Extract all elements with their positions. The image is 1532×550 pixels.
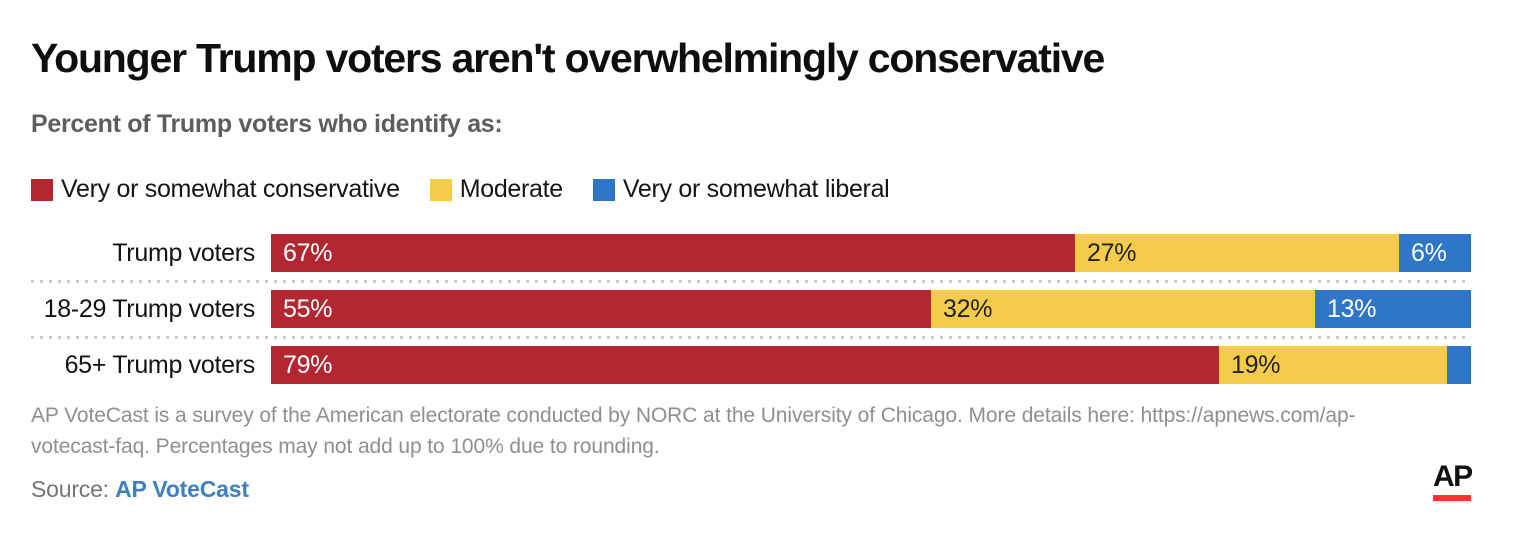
row-label: 18-29 Trump voters — [43, 294, 256, 323]
legend-item: Moderate — [429, 175, 564, 204]
bar-segment: 32% — [931, 290, 1315, 328]
chart-row: 18-29 Trump voters 55% 32% 13% — [31, 290, 1471, 328]
chart-row: 65+ Trump voters 79% 19% — [31, 346, 1471, 384]
methodology-note-line-1: AP VoteCast is a survey of the American … — [31, 404, 1356, 427]
legend-label: Moderate — [459, 175, 564, 203]
ap-logo: AP — [1433, 462, 1473, 501]
bar-value-label: 79% — [283, 350, 333, 379]
legend-swatch-icon — [31, 178, 53, 201]
bar-segment: 67% — [271, 234, 1075, 272]
ap-logo-text: AP — [1433, 460, 1473, 493]
stacked-bar: 67% 27% 6% — [271, 234, 1471, 272]
methodology-note-line-2: votecast-faq. Percentages may not add up… — [31, 435, 660, 458]
bar-value-label: 27% — [1087, 238, 1137, 267]
bar-segment — [1447, 346, 1471, 384]
legend-label: Very or somewhat conservative — [61, 175, 400, 203]
ap-logo-red-bar — [1433, 495, 1471, 501]
stacked-bar: 79% 19% — [271, 346, 1471, 384]
bar-segment: 13% — [1315, 290, 1471, 328]
bar-value-label: 32% — [943, 294, 993, 323]
source-link[interactable]: AP VoteCast — [115, 476, 249, 502]
legend-label: Very or somewhat liberal — [622, 175, 890, 203]
row-divider — [31, 280, 1471, 283]
bar-value-label: 13% — [1327, 294, 1377, 323]
chart-row: Trump voters 67% 27% 6% — [31, 234, 1471, 272]
bar-segment: 19% — [1219, 346, 1447, 384]
stacked-bar: 55% 32% 13% — [271, 290, 1471, 328]
bar-value-label: 6% — [1411, 238, 1447, 267]
legend-swatch-icon — [592, 178, 615, 201]
bar-value-label: 67% — [283, 238, 333, 267]
legend-item: Very or somewhat liberal — [592, 175, 890, 204]
bar-value-label: 19% — [1231, 350, 1281, 379]
row-label: 65+ Trump voters — [64, 350, 256, 379]
source-row: Source: AP VoteCast — [31, 476, 1501, 503]
bar-segment: 6% — [1399, 234, 1471, 272]
chart-subtitle: Percent of Trump voters who identify as: — [31, 110, 503, 138]
bar-segment: 55% — [271, 290, 931, 328]
source-label: Source: — [31, 476, 109, 502]
methodology-note: AP VoteCast is a survey of the American … — [31, 400, 1471, 462]
row-label: Trump voters — [112, 238, 255, 267]
row-divider — [31, 336, 1471, 339]
legend-item: Very or somewhat conservative — [31, 175, 400, 204]
bar-value-label: 55% — [283, 294, 333, 323]
chart-legend: Very or somewhat conservative Moderate Ver… — [31, 175, 1501, 204]
chart-title: Younger Trump voters aren't overwhelming… — [31, 35, 1105, 81]
legend-swatch-icon — [429, 178, 452, 201]
stacked-bar-chart: Trump voters 67% 27% 6% 18-29 Trump voters 55… — [31, 234, 1471, 384]
bar-segment: 27% — [1075, 234, 1399, 272]
bar-segment: 79% — [271, 346, 1219, 384]
